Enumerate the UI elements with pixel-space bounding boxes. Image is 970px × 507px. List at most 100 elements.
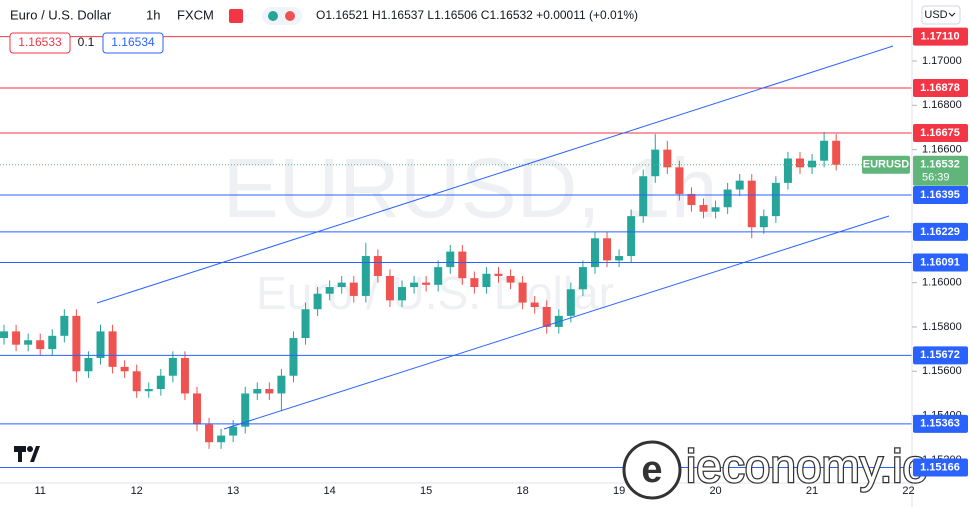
spread: 0.1 bbox=[78, 35, 95, 49]
candle-body bbox=[361, 256, 370, 296]
candle-body bbox=[711, 207, 720, 212]
currency: USD bbox=[924, 9, 947, 21]
candle-body bbox=[795, 158, 804, 168]
candle-body bbox=[410, 282, 419, 288]
candle-body bbox=[808, 160, 817, 168]
candle-body bbox=[434, 267, 443, 285]
currency-select[interactable] bbox=[921, 5, 961, 25]
x-tick-label: 13 bbox=[227, 485, 239, 497]
candle-body bbox=[494, 273, 503, 276]
candle-body bbox=[566, 289, 575, 316]
candle-body bbox=[265, 389, 274, 394]
plot bbox=[0, 36, 912, 468]
candle-body bbox=[482, 273, 491, 288]
candle-body bbox=[578, 267, 587, 290]
level-label: 1.15166 bbox=[920, 461, 960, 473]
candle-body bbox=[373, 256, 382, 276]
candle-body bbox=[771, 182, 780, 217]
candle-body bbox=[398, 287, 407, 301]
level-label-bg bbox=[913, 414, 968, 433]
interval: 1h bbox=[146, 7, 160, 22]
level-label: 1.16091 bbox=[920, 256, 960, 268]
candle-body bbox=[663, 149, 672, 168]
candle-body bbox=[542, 307, 551, 327]
candle-body bbox=[603, 238, 612, 261]
candle-body bbox=[651, 149, 660, 177]
candle-body bbox=[337, 282, 346, 288]
level-label-bg bbox=[913, 253, 968, 272]
candle-body bbox=[735, 180, 744, 190]
buy-price: 1.16534 bbox=[111, 35, 155, 49]
candle-body bbox=[723, 189, 732, 208]
candle-body bbox=[675, 167, 684, 194]
level-label: 1.16878 bbox=[920, 82, 960, 94]
level-label-bg bbox=[913, 123, 968, 142]
candle-body bbox=[12, 331, 21, 345]
candle-body bbox=[590, 238, 599, 268]
x-tick-label: 22 bbox=[902, 485, 914, 497]
logo-mark: e bbox=[641, 449, 662, 491]
candle-body bbox=[422, 282, 431, 285]
candle-body bbox=[699, 205, 708, 212]
candle-body bbox=[615, 256, 624, 261]
candle-body bbox=[325, 287, 334, 294]
candle-body bbox=[759, 216, 768, 228]
candle-body bbox=[530, 302, 539, 308]
logo-text: ieconomy.io bbox=[686, 440, 928, 492]
candle-body bbox=[36, 340, 45, 350]
y-tick-label: 1.15600 bbox=[922, 365, 962, 377]
symbol-label: EURUSD bbox=[863, 159, 910, 171]
x-tick-label: 11 bbox=[34, 485, 45, 497]
candle-body bbox=[60, 315, 69, 336]
y-tick-label: 1.16600 bbox=[922, 144, 962, 156]
candle-body bbox=[180, 357, 189, 394]
x-tick-label: 21 bbox=[806, 485, 818, 497]
candle-body bbox=[0, 331, 9, 339]
last-price-bg bbox=[913, 155, 968, 186]
candle-body bbox=[192, 393, 201, 425]
countdown: 56:39 bbox=[922, 172, 950, 184]
level-label-bg bbox=[913, 222, 968, 241]
candle-body bbox=[48, 335, 57, 350]
candle-body bbox=[446, 251, 455, 268]
level-label-bg bbox=[913, 78, 968, 97]
candle-body bbox=[277, 375, 286, 394]
candle-body bbox=[72, 315, 81, 372]
candle-body bbox=[229, 426, 238, 436]
candle-body bbox=[783, 158, 792, 183]
flag-icon[interactable] bbox=[229, 9, 243, 23]
y-tick-label: 1.16800 bbox=[922, 99, 962, 111]
candle-body bbox=[96, 331, 105, 358]
buy-button[interactable] bbox=[102, 32, 164, 54]
candle-body bbox=[832, 140, 841, 165]
candle-body bbox=[458, 251, 467, 279]
x-tick-label: 19 bbox=[613, 485, 625, 497]
candle-body bbox=[168, 357, 177, 376]
x-tick-label: 20 bbox=[709, 485, 721, 497]
y-tick-label: 1.15800 bbox=[922, 321, 962, 333]
candle-body bbox=[108, 331, 117, 367]
candle-body bbox=[132, 371, 141, 392]
ohlc: O1.16521 H1.16537 L1.16506 C1.16532 +0.0… bbox=[316, 8, 638, 22]
tv-logo bbox=[14, 446, 40, 462]
level-label: 1.16395 bbox=[920, 189, 960, 201]
toggle-dot bbox=[268, 11, 278, 21]
sell-button[interactable] bbox=[9, 32, 71, 54]
candle-body bbox=[24, 340, 33, 345]
channel-upper bbox=[96, 45, 894, 304]
candle-body bbox=[289, 338, 298, 376]
candle-body bbox=[301, 309, 310, 339]
candle-body bbox=[506, 275, 515, 283]
candle-body bbox=[687, 193, 696, 206]
candle-body bbox=[241, 393, 250, 427]
symbol: Euro / U.S. Dollar bbox=[10, 7, 112, 22]
candle-body bbox=[518, 282, 527, 303]
source: FXCM bbox=[177, 7, 214, 22]
x-tick-label: 14 bbox=[324, 485, 336, 497]
candle-body bbox=[627, 216, 636, 257]
candle-body bbox=[253, 389, 262, 394]
y-tick-label: 1.16000 bbox=[922, 277, 962, 289]
